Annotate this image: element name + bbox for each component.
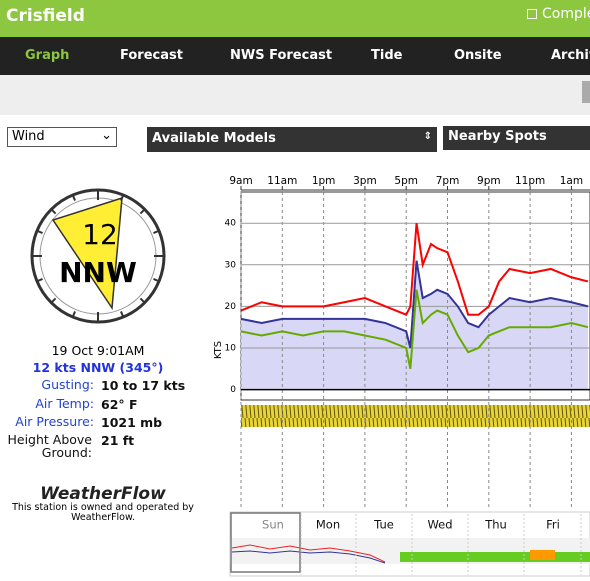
models-select[interactable]: Available Models ⇕ [147,127,437,152]
y-tick-label: 30 [225,260,237,270]
nav-tab[interactable]: Onsite [454,48,502,63]
nav-bar: Graph Forecast NWS Forecast Tide Onsite Archi… [0,37,590,75]
x-tick-label: 9pm [477,175,501,187]
compass-tick [153,229,160,234]
x-tick-label: 3pm [353,175,377,187]
brand-logo: WeatherFlow [40,484,166,504]
y-tick-label: 40 [225,219,237,229]
obs-time: 19 Oct 9:01AM [51,343,145,358]
day-label: Wed [427,518,452,532]
models-value: Available Models [152,131,276,146]
x-tick-label: 9am [229,175,252,187]
series-line [240,289,589,369]
complete-icon [527,9,537,19]
nav-tab[interactable]: Forecast [120,48,183,63]
detail-label: Air Pressure: [15,414,94,429]
nav-tab[interactable]: Archive [551,48,590,63]
dropdown-arrow: ⇕ [423,131,432,142]
complete-link[interactable]: Complet [542,6,590,22]
wind-speed: 12 [82,218,118,251]
nav-tab[interactable]: NWS Forecast [230,48,333,63]
y-tick-label: 20 [225,302,237,312]
day-label: Fri [546,518,560,532]
overview-forecast-high [530,550,555,560]
obs-summary: 12 kts NNW (345°) [32,360,164,375]
x-tick-label: 11am [267,175,297,187]
compass-tick [50,208,57,215]
station-title: Crisfield [6,6,85,26]
wind-direction: NNW [59,256,137,289]
compass-tick [71,194,76,201]
day-label: Thu [484,518,507,532]
metric-select[interactable]: Wind ⌄ [7,127,117,147]
detail-label: Air Temp: [35,396,94,411]
compass: 12 NNW [30,188,166,324]
overview-forecast [400,552,590,562]
x-tick-label: 1am [560,175,583,187]
dropdown-arrow: ⌄ [101,128,112,143]
y-tick-label: 10 [225,344,237,354]
detail-value: 62° F [101,397,138,412]
y-tick-label: 0 [230,385,236,395]
nav-tab[interactable]: Graph [25,48,70,63]
detail-value: 10 to 17 kts [101,378,186,393]
detail-label: Height Above Ground: [7,432,92,460]
compass-tick [153,278,160,283]
series-line [240,223,589,316]
y-axis-label: KTS [213,341,224,359]
compass-tick [71,311,76,318]
nav-tab[interactable]: Tide [371,48,403,63]
toolbar-button[interactable] [582,81,590,103]
compass-tick [36,229,43,234]
spots-select[interactable]: Nearby Spots [443,126,590,150]
overview-avg [231,550,386,564]
day-label: Tue [373,518,394,532]
direction-strip [241,405,590,427]
compass-tick [50,297,57,304]
compass-tick [139,297,146,304]
detail-value: 21 ft [101,433,135,448]
toolbar [0,75,590,115]
series-line [240,260,589,349]
header: Crisfield Complet [0,0,590,37]
wind-arrow [51,196,123,311]
compass-tick [36,278,43,283]
x-tick-label: 5pm [394,175,418,187]
x-tick-label: 1pm [312,175,336,187]
compass-tick [120,311,125,318]
x-tick-label: 7pm [436,175,460,187]
compass-tick [139,208,146,215]
day-label: Mon [316,518,340,532]
compass-tick [120,194,125,201]
detail-label: Gusting: [41,377,94,392]
ownership-note: This station is owned and operated by We… [12,502,194,523]
metric-value: Wind [12,129,45,144]
day-label: Sun [262,518,284,532]
x-tick-label: 11pm [515,175,545,187]
detail-value: 1021 mb [101,415,163,430]
overview-gust [231,544,386,563]
spots-value: Nearby Spots [448,129,547,144]
overview-window[interactable] [230,512,301,573]
